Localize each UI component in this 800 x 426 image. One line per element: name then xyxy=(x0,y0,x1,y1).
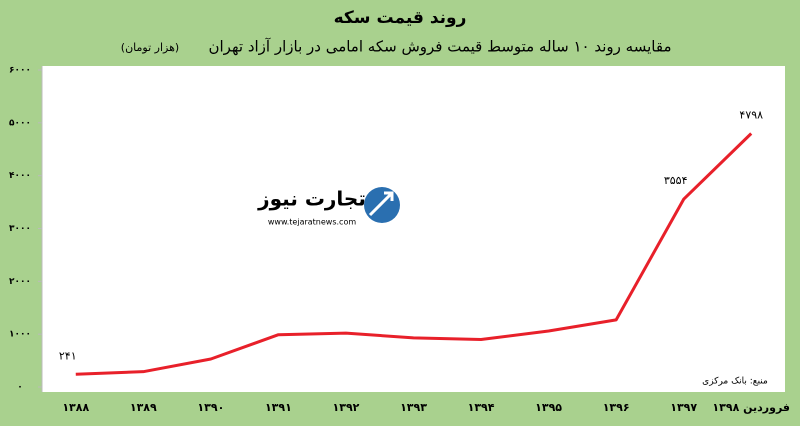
x-tick-label: ۱۳۹۱ xyxy=(265,401,292,414)
price-line xyxy=(75,132,753,376)
x-tick-label: ۱۳۹۷ xyxy=(670,401,697,414)
y-tick-label: ۲۰۰۰ xyxy=(9,277,31,287)
y-tick-label: ۶۰۰۰ xyxy=(9,66,31,76)
x-tick-label: ۱۳۸۸ xyxy=(62,401,89,414)
x-tick-label: ۱۳۹۲ xyxy=(333,401,360,414)
x-tick-label: ۱۳۹۰ xyxy=(197,401,224,414)
unit-label: (هزار تومان) xyxy=(121,41,179,54)
y-tick-label: ۳۰۰۰ xyxy=(9,224,31,234)
logo-url: www.tejaratnews.com xyxy=(268,218,356,227)
x-tick-label: ۱۳۹۵ xyxy=(535,401,562,414)
x-tick-label: فروردین ۱۳۹۸ xyxy=(712,401,790,414)
value-label: ۲۴۱ xyxy=(59,349,77,362)
logo: تجارت نیوز www.tejaratnews.com xyxy=(257,187,400,227)
chart-subtitle: مقایسه روند ۱۰ ساله متوسط قیمت فروش سکه … xyxy=(209,38,672,56)
logo-name: تجارت نیوز xyxy=(257,187,366,211)
y-tick-label: ۱۰۰۰ xyxy=(9,330,31,340)
y-tick-label: ۰ xyxy=(17,383,23,393)
y-tick-label: ۴۰۰۰ xyxy=(9,171,31,181)
value-label: ۳۵۵۴ xyxy=(664,174,688,187)
plot-area xyxy=(42,66,785,392)
x-tick-label: ۱۳۸۹ xyxy=(130,401,157,414)
chart-title: روند قیمت سکه xyxy=(334,8,467,28)
logo-arrow xyxy=(368,191,394,217)
x-tick-label: ۱۳۹۴ xyxy=(468,401,495,414)
x-tick-label: ۱۳۹۶ xyxy=(603,401,630,414)
x-tick-label: ۱۳۹۳ xyxy=(400,401,427,414)
source-note: منبع: بانک مرکزی xyxy=(702,377,768,387)
y-tick-label: ۵۰۰۰ xyxy=(9,118,31,128)
value-label: ۴۷۹۸ xyxy=(739,109,763,122)
